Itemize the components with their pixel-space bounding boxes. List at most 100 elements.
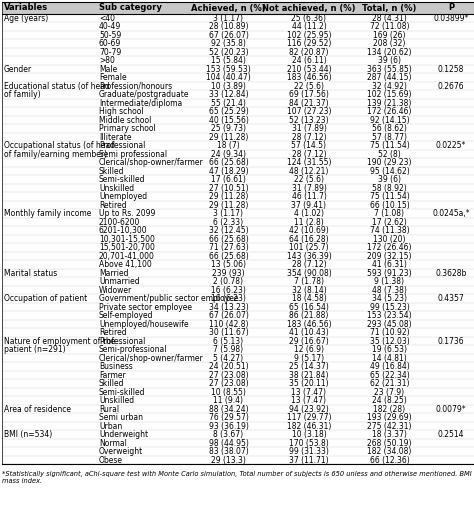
Text: 32 (4.92): 32 (4.92)	[372, 82, 407, 91]
Text: Retired: Retired	[99, 201, 127, 210]
Text: 0.4357: 0.4357	[438, 294, 465, 303]
Text: Unskilled: Unskilled	[99, 184, 134, 193]
Text: Obese: Obese	[99, 456, 123, 464]
Text: 66 (25.68): 66 (25.68)	[209, 235, 248, 244]
Text: 5 (4.27): 5 (4.27)	[213, 354, 244, 363]
Text: 15 (5.84): 15 (5.84)	[211, 56, 246, 65]
Text: 0.0079*: 0.0079*	[436, 405, 466, 414]
Text: Area of residence: Area of residence	[4, 405, 71, 414]
Text: Primary school: Primary school	[99, 124, 156, 133]
Text: Semi urban: Semi urban	[99, 413, 143, 422]
Text: 37 (11.71): 37 (11.71)	[289, 456, 329, 464]
Text: 9 (5.17): 9 (5.17)	[294, 354, 324, 363]
Text: 71 (27.63): 71 (27.63)	[209, 243, 248, 252]
Text: 84 (21.37): 84 (21.37)	[289, 99, 329, 108]
Text: Government/public sector employee: Government/public sector employee	[99, 294, 238, 303]
Text: 0.0245a,*: 0.0245a,*	[432, 209, 470, 218]
Text: 110 (42.8): 110 (42.8)	[209, 320, 248, 329]
Text: patient (n=291): patient (n=291)	[4, 345, 65, 354]
Text: 34 (13.23): 34 (13.23)	[209, 303, 248, 312]
Text: 92 (35.8): 92 (35.8)	[211, 39, 246, 48]
Text: Unemployed: Unemployed	[99, 192, 147, 201]
Text: 98 (44.95): 98 (44.95)	[209, 439, 248, 448]
Text: 10 (8.55): 10 (8.55)	[211, 388, 246, 397]
Text: 93 (36.19): 93 (36.19)	[209, 422, 248, 431]
Text: 287 (44.15): 287 (44.15)	[367, 73, 412, 82]
Text: 60-69: 60-69	[99, 39, 121, 48]
Text: 28 (4.31): 28 (4.31)	[372, 14, 407, 23]
Text: 46 (11.7): 46 (11.7)	[292, 192, 327, 201]
Text: 182 (46.31): 182 (46.31)	[287, 422, 331, 431]
Text: Marital status: Marital status	[4, 269, 57, 278]
Text: Educational status (of head: Educational status (of head	[4, 82, 110, 91]
Text: Semi-professional: Semi-professional	[99, 345, 167, 354]
Text: 130 (20): 130 (20)	[373, 235, 406, 244]
Text: 102 (25.95): 102 (25.95)	[287, 31, 331, 40]
Text: >80: >80	[99, 56, 115, 65]
Text: 65 (25.29): 65 (25.29)	[209, 107, 248, 116]
Text: 13 (5.06): 13 (5.06)	[211, 260, 246, 269]
Text: 24 (6.11): 24 (6.11)	[292, 56, 327, 65]
Text: 19 (6.53): 19 (6.53)	[372, 345, 407, 354]
Text: 27 (23.08): 27 (23.08)	[209, 379, 248, 388]
Text: 3 (1.17): 3 (1.17)	[213, 209, 244, 218]
Text: 18 (4.58): 18 (4.58)	[292, 294, 327, 303]
Text: 29 (11.28): 29 (11.28)	[209, 192, 248, 201]
Text: 10 (3.89): 10 (3.89)	[211, 82, 246, 91]
Text: 275 (42.31): 275 (42.31)	[367, 422, 412, 431]
Text: Clerical/shop-owner/farmer: Clerical/shop-owner/farmer	[99, 158, 204, 167]
Text: 49 (16.84): 49 (16.84)	[370, 362, 410, 371]
Text: Underweight: Underweight	[99, 430, 148, 439]
Text: 16 (6.23): 16 (6.23)	[211, 286, 246, 295]
Text: Male: Male	[99, 65, 117, 74]
Text: 27 (10.51): 27 (10.51)	[209, 184, 248, 193]
Text: 32 (8.14): 32 (8.14)	[292, 286, 327, 295]
Text: 6 (2.33): 6 (2.33)	[213, 218, 244, 227]
Text: Not achieved, n (%): Not achieved, n (%)	[262, 4, 356, 12]
Text: 86 (21.88): 86 (21.88)	[289, 311, 328, 320]
Text: 66 (25.68): 66 (25.68)	[209, 158, 248, 167]
Text: 0.0225*: 0.0225*	[436, 141, 466, 150]
Text: 20,701-41,000: 20,701-41,000	[99, 252, 155, 261]
Text: 354 (90.08): 354 (90.08)	[287, 269, 331, 278]
Text: Monthly family income: Monthly family income	[4, 209, 91, 218]
Text: 116 (29.52): 116 (29.52)	[287, 39, 331, 48]
Text: Age (years): Age (years)	[4, 14, 48, 23]
Text: Business: Business	[99, 362, 133, 371]
Text: 82 (20.87): 82 (20.87)	[289, 48, 329, 57]
Text: 117 (29.77): 117 (29.77)	[287, 413, 331, 422]
Text: 48 (12.21): 48 (12.21)	[289, 167, 328, 176]
Text: 64 (16.28): 64 (16.28)	[289, 235, 329, 244]
Text: 210 (53.44): 210 (53.44)	[287, 65, 331, 74]
Text: 17 (6.61): 17 (6.61)	[211, 175, 246, 184]
Text: 28 (7.12): 28 (7.12)	[292, 133, 326, 142]
Text: 13 (7.47): 13 (7.47)	[292, 396, 327, 405]
Text: 52 (13.23): 52 (13.23)	[289, 116, 329, 125]
Text: Above 41,100: Above 41,100	[99, 260, 152, 269]
Text: Middle school: Middle school	[99, 116, 151, 125]
Text: 88 (34.24): 88 (34.24)	[209, 405, 248, 414]
Text: 3 (1.17): 3 (1.17)	[213, 14, 244, 23]
Text: 13 (7.47): 13 (7.47)	[292, 388, 327, 397]
Text: 50-59: 50-59	[99, 31, 121, 40]
Text: 11 (9.4): 11 (9.4)	[213, 396, 244, 405]
Text: Sub category: Sub category	[99, 4, 162, 12]
Text: 47 (18.29): 47 (18.29)	[209, 167, 248, 176]
Text: 170 (53.8): 170 (53.8)	[289, 439, 329, 448]
Text: 83 (38.07): 83 (38.07)	[209, 447, 248, 456]
Text: 25 (14.37): 25 (14.37)	[289, 362, 329, 371]
Text: 44 (11.2): 44 (11.2)	[292, 22, 327, 31]
Text: 153 (23.54): 153 (23.54)	[367, 311, 412, 320]
Text: 0.1258: 0.1258	[438, 65, 464, 74]
Text: High school: High school	[99, 107, 144, 116]
Text: 18 (7): 18 (7)	[217, 141, 240, 150]
Text: Clerical/shop-owner/farmer: Clerical/shop-owner/farmer	[99, 354, 204, 363]
Text: 31 (7.89): 31 (7.89)	[292, 184, 327, 193]
Text: 57 (14.5): 57 (14.5)	[292, 141, 327, 150]
Text: 182 (34.08): 182 (34.08)	[367, 447, 412, 456]
Text: Total, n (%): Total, n (%)	[362, 4, 417, 12]
Text: Skilled: Skilled	[99, 167, 125, 176]
Text: 24 (20.51): 24 (20.51)	[209, 362, 248, 371]
Text: 104 (40.47): 104 (40.47)	[206, 73, 251, 82]
Text: 7 (5.98): 7 (5.98)	[213, 345, 244, 354]
